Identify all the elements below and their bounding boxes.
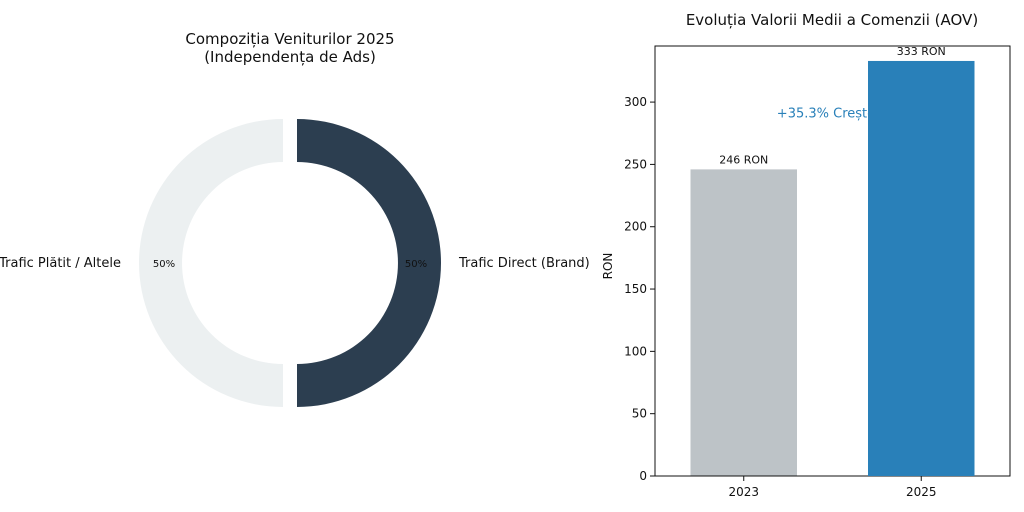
slice-label-trafic-platit: Trafic Plătit / Altele: [0, 256, 121, 271]
growth-annotation: +35.3% Creștere: [777, 107, 888, 122]
donut-subtitle: (Independența de Ads): [204, 48, 376, 66]
bar-2023: [690, 169, 797, 477]
slice-pct-trafic-platit: 50%: [153, 259, 175, 270]
donut-slice-1: [139, 119, 283, 407]
bar-chart: Evoluția Valorii Medii a Comenzii (AOV) …: [601, 11, 1011, 499]
x-tick-label: 2023: [728, 485, 759, 499]
y-axis-label: RON: [601, 253, 615, 280]
bar-data-label: 333 RON: [897, 45, 946, 58]
bar-2025: [868, 60, 975, 477]
bar-data-label: 246 RON: [719, 153, 768, 166]
y-tick-label: 200: [624, 220, 647, 234]
y-tick-label: 150: [624, 282, 647, 296]
donut-slice-0: [297, 119, 441, 407]
donut-title: Compoziția Veniturilor 2025: [185, 30, 394, 48]
y-tick-label: 250: [624, 157, 647, 171]
donut-chart: Compoziția Veniturilor 2025 (Independenț…: [0, 30, 590, 407]
plot-area-frame: [654, 45, 1011, 477]
bar-title: Evoluția Valorii Medii a Comenzii (AOV): [686, 11, 978, 29]
y-tick-label: 300: [624, 95, 647, 109]
y-tick-label: 100: [624, 344, 647, 358]
y-tick-label: 50: [632, 407, 647, 421]
slice-pct-trafic-direct: 50%: [405, 259, 427, 270]
slice-label-trafic-direct: Trafic Direct (Brand): [458, 256, 590, 271]
x-tick-label: 2025: [906, 485, 937, 499]
y-tick-label: 0: [639, 469, 647, 483]
